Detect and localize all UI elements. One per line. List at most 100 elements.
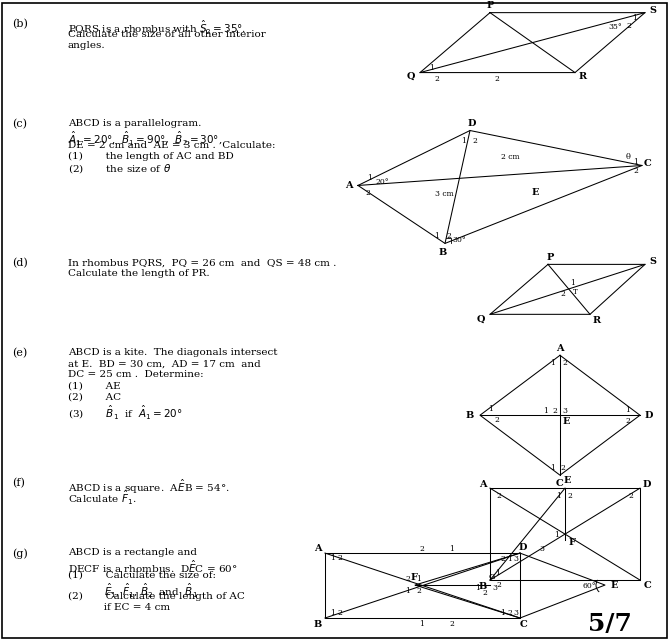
Text: R: R (579, 72, 587, 81)
Text: DE = 2 cm and  AE = 3 cm .  Calculate:: DE = 2 cm and AE = 3 cm . Calculate: (68, 141, 276, 150)
Text: 3: 3 (514, 609, 518, 617)
Text: 1: 1 (417, 575, 421, 583)
Text: 1: 1 (500, 609, 506, 617)
Text: (2)       Calculate the length of AC: (2) Calculate the length of AC (68, 592, 245, 601)
Text: 60°: 60° (582, 582, 596, 590)
Text: ABCD is a rectangle and: ABCD is a rectangle and (68, 548, 197, 557)
Text: 2: 2 (567, 492, 573, 500)
Text: 2: 2 (494, 416, 500, 424)
Text: 2: 2 (338, 609, 343, 617)
Text: (2)       the size of $\theta$: (2) the size of $\theta$ (68, 163, 171, 175)
Text: (e): (e) (12, 348, 27, 358)
Text: In rhombus PQRS,  PQ = 26 cm  and  QS = 48 cm .: In rhombus PQRS, PQ = 26 cm and QS = 48 … (68, 259, 337, 268)
Text: ABCD is a square.  A$\hat{E}$B = 54°.: ABCD is a square. A$\hat{E}$B = 54°. (68, 478, 229, 497)
Text: 2: 2 (482, 589, 488, 597)
Text: ABCD is a kite.  The diagonals intersect: ABCD is a kite. The diagonals intersect (68, 348, 278, 357)
Text: 1: 1 (330, 554, 335, 562)
Text: (1)       AE: (1) AE (68, 381, 120, 390)
Text: 2: 2 (496, 581, 502, 589)
Text: at E.  BD = 30 cm,  AD = 17 cm  and: at E. BD = 30 cm, AD = 17 cm and (68, 359, 261, 368)
Text: 2: 2 (626, 417, 630, 425)
Text: (g): (g) (12, 548, 27, 559)
Text: 1: 1 (633, 13, 638, 22)
Text: (d): (d) (12, 259, 27, 269)
Text: E: E (531, 188, 539, 197)
Text: B: B (466, 411, 474, 420)
Text: 1: 1 (634, 159, 638, 166)
Text: (3)       $\hat{B}_1$  if  $\hat{A}_1 = 20°$: (3) $\hat{B}_1$ if $\hat{A}_1 = 20°$ (68, 403, 183, 421)
Text: D: D (519, 543, 527, 552)
Text: C: C (519, 620, 527, 628)
Text: DECF is a rhombus.  D$\hat{E}$C = 60°: DECF is a rhombus. D$\hat{E}$C = 60° (68, 559, 237, 575)
Text: 2: 2 (500, 555, 506, 563)
Text: 3: 3 (514, 555, 518, 563)
Text: 2: 2 (417, 587, 421, 595)
Text: 20°: 20° (375, 179, 389, 186)
Text: $\hat{E}_1$, $\hat{F}_1$, $\hat{B}_2$  and  $\hat{B}_1$: $\hat{E}_1$, $\hat{F}_1$, $\hat{B}_2$ an… (68, 581, 198, 599)
Text: 1: 1 (405, 587, 411, 595)
Text: 3: 3 (539, 545, 545, 553)
Text: C: C (643, 580, 651, 589)
Text: B: B (314, 620, 322, 628)
Text: 1: 1 (543, 407, 549, 415)
Text: 3: 3 (492, 584, 498, 592)
Text: 30°: 30° (452, 236, 466, 244)
Text: 2: 2 (450, 620, 454, 628)
Text: E: E (562, 417, 570, 426)
Text: A: A (479, 479, 487, 489)
Text: 2: 2 (561, 291, 565, 298)
Text: 2: 2 (405, 575, 411, 583)
Text: ABCD is a parallelogram.: ABCD is a parallelogram. (68, 118, 201, 127)
Text: 1: 1 (462, 136, 466, 145)
Text: 1: 1 (626, 406, 630, 414)
Text: T: T (573, 289, 577, 296)
Text: 2: 2 (435, 75, 440, 83)
Text: C: C (556, 479, 564, 488)
Text: G: G (488, 573, 495, 581)
Text: B: B (439, 248, 447, 257)
Text: Q: Q (477, 315, 485, 324)
Text: A: A (345, 181, 353, 190)
Text: F: F (411, 573, 417, 582)
Text: 2: 2 (472, 136, 478, 145)
Text: 1: 1 (419, 620, 424, 628)
Text: 2: 2 (563, 359, 567, 367)
Text: 2: 2 (365, 189, 371, 198)
Text: Calculate $\hat{F}_1$.: Calculate $\hat{F}_1$. (68, 489, 136, 508)
Text: (1)       Calculate the size of:: (1) Calculate the size of: (68, 570, 216, 579)
Text: 1: 1 (551, 464, 555, 472)
Text: 2: 2 (494, 75, 500, 83)
Text: (f): (f) (12, 478, 25, 488)
Text: 1: 1 (496, 569, 500, 577)
Text: $\hat{A}_1 = 20°$,  $\hat{B}_1 = 90°$,  $\hat{B}_2 = 30°$,: $\hat{A}_1 = 20°$, $\hat{B}_1 = 90°$, $\… (68, 129, 222, 147)
Text: (1)       the length of AC and BD: (1) the length of AC and BD (68, 152, 233, 161)
Text: F: F (569, 538, 575, 547)
Text: 1: 1 (429, 63, 434, 72)
Text: D: D (468, 119, 476, 128)
Text: 2: 2 (629, 492, 634, 500)
Text: 2: 2 (447, 232, 452, 241)
Text: 5/7: 5/7 (588, 612, 632, 636)
Text: (2)       AC: (2) AC (68, 392, 121, 401)
Text: R: R (593, 316, 601, 325)
Text: 2: 2 (496, 492, 502, 500)
Text: B: B (479, 582, 487, 591)
Text: 2: 2 (338, 554, 343, 562)
Text: E: E (563, 476, 571, 484)
Text: 1: 1 (330, 609, 335, 617)
Text: S: S (650, 257, 656, 266)
Text: 2: 2 (634, 168, 638, 175)
Text: Calculate the length of PR.: Calculate the length of PR. (68, 269, 209, 278)
Text: θ: θ (626, 154, 630, 161)
Text: 2: 2 (553, 407, 557, 415)
Text: S: S (650, 6, 656, 15)
Text: 1: 1 (450, 545, 454, 553)
Text: 3: 3 (563, 407, 567, 415)
Text: E: E (610, 580, 617, 589)
Text: PQRS is a rhombus with $\hat{S}_2 = 35°$.: PQRS is a rhombus with $\hat{S}_2 = 35°$… (68, 19, 246, 36)
Text: 2: 2 (508, 609, 512, 617)
Text: 2: 2 (627, 22, 632, 29)
Text: 1: 1 (571, 280, 575, 287)
Text: if EC = 4 cm: if EC = 4 cm (68, 603, 170, 612)
Text: 1: 1 (367, 175, 373, 182)
